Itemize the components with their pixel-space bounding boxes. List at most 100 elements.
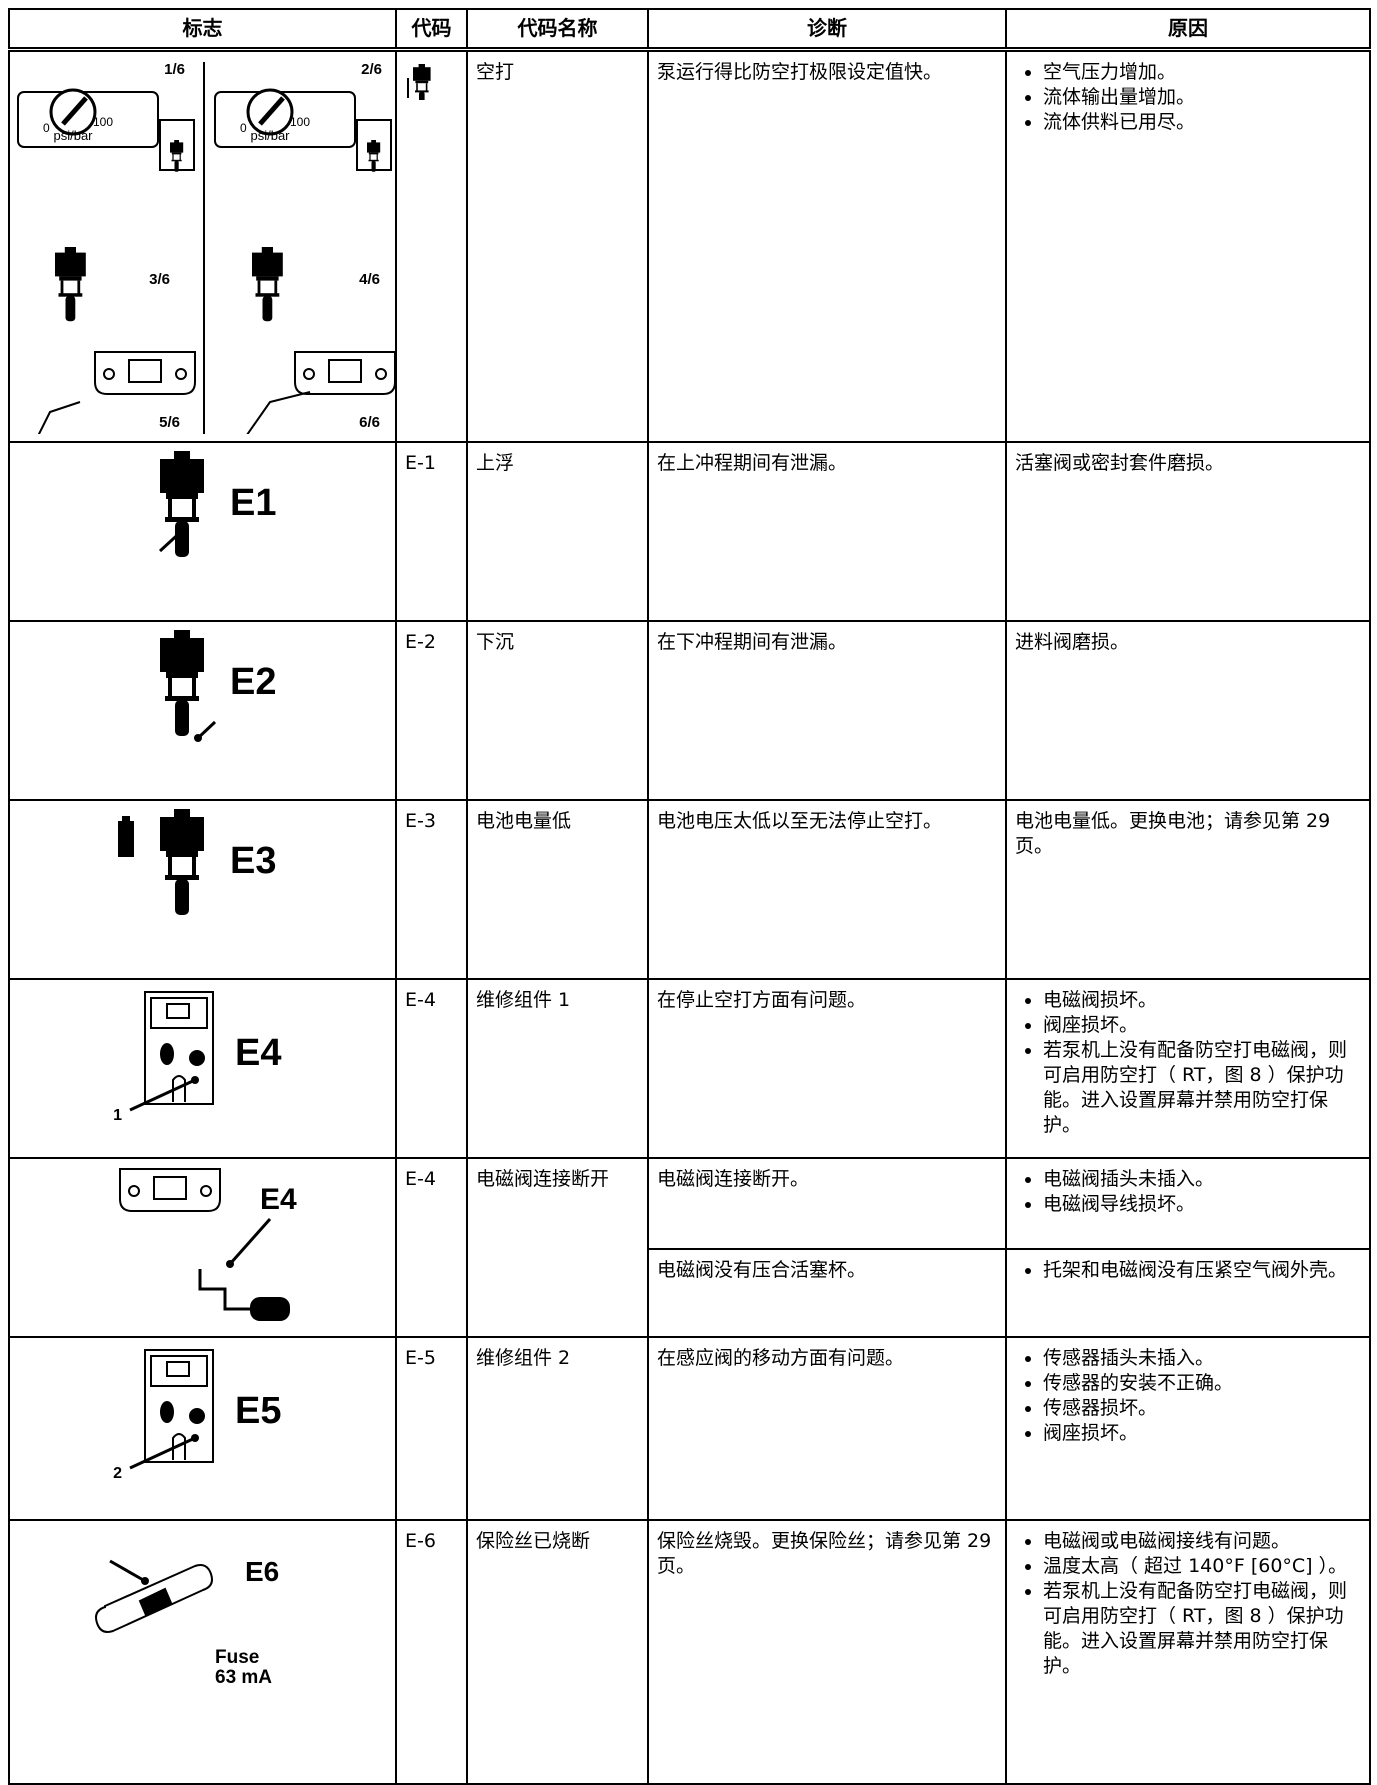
arrow [109,1559,149,1585]
code-icon [407,64,431,107]
icon-label: 5/6 [159,414,180,431]
icon-label: 3/6 [149,271,170,288]
column-header: 代码 [395,8,468,52]
column-header: 代码名称 [466,8,649,52]
code: E-6 [405,1530,436,1552]
name-cell: 空打 [466,48,649,443]
table-row: 2 E5 E-5 维修组件 2 在感应阀的移动方面有问题。 传感器插头未插入。传感器的安装… [8,1336,1371,1521]
table-body: 0 100 psi/bar 0 100 psi/bar 1/6 2/6 3/6 4/6 5/6 6… [8,48,1371,1785]
icon-label: E4 [260,1183,297,1216]
cause-text: 活塞阀或密封套件磨损。 [1015,452,1225,474]
diagnosis-cell: 电池电压太低以至无法停止空打。 [647,799,1007,980]
cause-item: 电磁阀损坏。 [1043,988,1361,1013]
board-icon [144,1349,214,1463]
cause-item: 传感器插头未插入。 [1043,1346,1361,1371]
icon-label: psi/bar [53,128,93,143]
icon-label: 100 [290,115,310,129]
icon-label: 6/6 [359,414,380,431]
icon-label: Fuse [215,1647,259,1668]
battery-icon [118,816,134,857]
cause-item: 流体输出量增加。 [1043,85,1361,110]
table-row: 0 100 psi/bar 0 100 psi/bar 1/6 2/6 3/6 4/6 5/6 6… [8,48,1371,453]
code-icon: E3 [118,809,276,915]
column-header: 诊断 [647,8,1007,52]
diagnosis-cell: 电磁阀没有压合活塞杯。 [647,1247,1007,1339]
cause-list: 托架和电磁阀没有压紧空气阀外壳。 [1015,1258,1361,1283]
diagnosis-cell: 在停止空打方面有问题。 [647,978,1007,1159]
diagnosis: 在感应阀的移动方面有问题。 [657,1347,905,1369]
code-cell: E-6 [395,1519,468,1785]
cause-list: 电磁阀损坏。阀座损坏。若泵机上没有配备防空打电磁阀，则可启用防空打（ RT，图 … [1015,988,1361,1138]
icon-label: 2 [113,1465,122,1482]
cause-cell: 电池电量低。更换电池；请参见第 29 页。 [1005,799,1371,980]
code-name: 维修组件 2 [476,1347,571,1369]
icon-label: E3 [230,840,276,882]
code-name: 空打 [476,61,515,83]
pump-icon [413,64,431,107]
diagnosis-cell: 在下冲程期间有泄漏。 [647,620,1007,801]
cause-item: 阀座损坏。 [1043,1421,1361,1446]
diagnosis-cell: 保险丝烧毁。更换保险丝；请参见第 29 页。 [647,1519,1007,1785]
code-cell: E-2 [395,620,468,801]
cause-cell: 托架和电磁阀没有压紧空气阀外壳。 [1005,1247,1371,1339]
code: E-4 [405,989,436,1011]
code-name: 保险丝已烧断 [476,1530,591,1552]
cause-item: 温度太高（ 超过 140°F [60°C] ）。 [1043,1554,1361,1579]
cause-text: 进料阀磨损。 [1015,631,1130,653]
icon-label: 1/6 [164,61,185,78]
name-cell: 保险丝已烧断 [466,1519,649,1785]
icon-cell: 0 100 psi/bar 0 100 psi/bar 1/6 2/6 3/6 4/6 5/6 6… [8,48,397,453]
code: E-5 [405,1347,436,1369]
cause-item: 电磁阀或电磁阀接线有问题。 [1043,1529,1361,1554]
table-row: 电磁阀没有压合活塞杯。 托架和电磁阀没有压紧空气阀外壳。 [9,1247,1371,1339]
code: E-4 [405,1168,436,1190]
icon-cell: E4 1 [8,1157,397,1338]
cause-cell: 电磁阀损坏。阀座损坏。若泵机上没有配备防空打电磁阀，则可启用防空打（ RT，图 … [1005,978,1371,1159]
controller-icon [294,351,396,395]
cause-item: 电磁阀插头未插入。 [1043,1167,1361,1192]
cause-item: 若泵机上没有配备防空打电磁阀，则可启用防空打（ RT，图 8 ）保护功能。进入设… [1043,1579,1361,1679]
cause-item: 若泵机上没有配备防空打电磁阀，则可启用防空打（ RT，图 8 ）保护功能。进入设… [1043,1038,1361,1138]
diagnosis: 电磁阀连接断开。 [657,1168,810,1190]
diagnosis-cell: 电磁阀连接断开。 [647,1157,1007,1250]
arrow [158,524,189,553]
pump-icon [160,630,204,736]
cause-item: 传感器损坏。 [1043,1396,1361,1421]
cause-item: 传感器的安装不正确。 [1043,1371,1361,1396]
arrow [129,1076,199,1112]
code: E-3 [405,810,436,832]
code-icon: 1 E4 [113,991,281,1124]
fault-table: 标志 代码 代码名称 诊断 原因 0 100 psi/bar 0 100 psi/bar 1/6… [8,8,1371,1785]
page: 标志 代码 代码名称 诊断 原因 0 100 psi/bar 0 100 psi/bar 1/6… [0,0,1377,1599]
cause-cell: 传感器插头未插入。传感器的安装不正确。传感器损坏。阀座损坏。 [1005,1336,1371,1521]
cause-list: 传感器插头未插入。传感器的安装不正确。传感器损坏。阀座损坏。 [1015,1346,1361,1446]
pump-icon [170,140,184,172]
board-icon [144,991,214,1105]
diagnosis-cell: 在上冲程期间有泄漏。 [647,441,1007,622]
icon-label: E4 [235,1032,281,1074]
arrow [129,1434,199,1470]
icon-label: E1 [230,482,276,524]
icon-label: E6 [245,1556,279,1587]
pump-icon [55,247,86,322]
cause-cell: 电磁阀插头未插入。电磁阀导线损坏。 [1005,1157,1371,1250]
icon-cell: 1 E4 [8,978,397,1159]
cause-cell: 空气压力增加。流体输出量增加。流体供料已用尽。 [1005,48,1371,443]
diagnosis: 在上冲程期间有泄漏。 [657,452,848,474]
table-row: E4 1 E-4 电磁阀连接断开 电磁阀连接断开。 电磁阀插头未插入。电磁阀导线损坏。 [8,1157,1371,1338]
icon-cell: 2 E5 [8,1336,397,1521]
icon-label: 2/6 [361,61,382,78]
cause-item: 流体供料已用尽。 [1043,110,1361,135]
pump-icon [252,247,283,322]
diagnosis: 在下冲程期间有泄漏。 [657,631,848,653]
icon-label: 1 [268,1302,277,1319]
code: E-2 [405,631,436,653]
icon-label: E2 [230,661,276,703]
name-cell: 电磁阀连接断开 [466,1157,649,1338]
code-name: 下沉 [476,631,515,653]
icon-label: 4/6 [359,271,380,288]
icon-label: 0 [240,121,247,135]
